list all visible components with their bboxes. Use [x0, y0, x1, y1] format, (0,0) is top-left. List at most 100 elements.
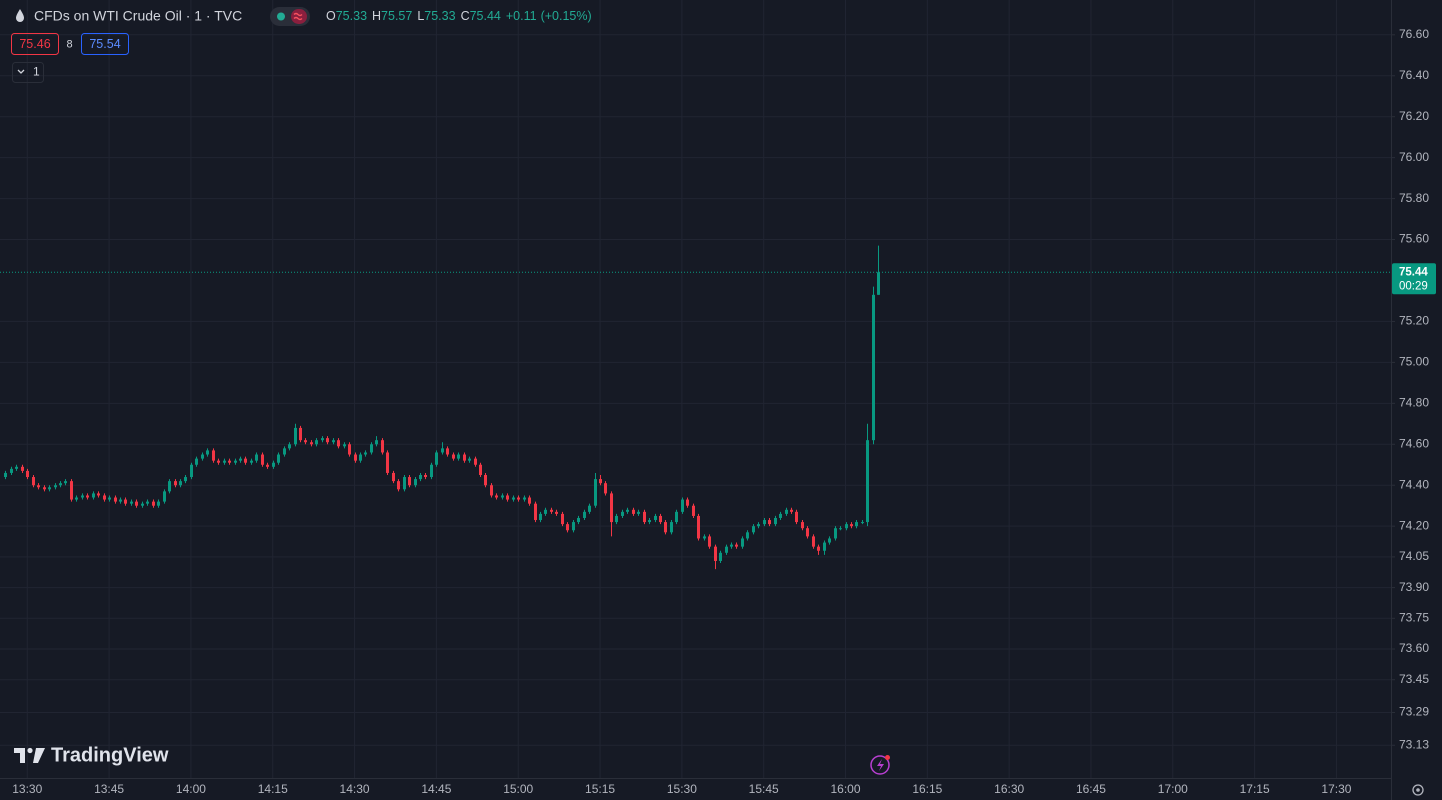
candle-body — [594, 479, 597, 506]
candle-body — [555, 511, 558, 514]
candle-body — [839, 528, 842, 530]
candle-body — [872, 294, 875, 441]
candle-body — [299, 427, 302, 441]
candles — [4, 245, 880, 570]
candle-body — [725, 546, 728, 553]
candle-body — [534, 503, 537, 521]
interval-label: 1 — [33, 65, 40, 79]
x-tick-label: 13:45 — [94, 782, 124, 796]
time-axis: 13:30 13:45 14:00 14:15 14:30 14:45 15:00 15:15… — [12, 782, 1352, 796]
candle-body — [381, 440, 384, 453]
data-delay-glyph — [293, 12, 303, 21]
bid-price: 75.46 — [19, 37, 50, 51]
last-price-label: 75.44 — [1399, 266, 1428, 278]
x-tick-label: 17:30 — [1321, 782, 1351, 796]
candle-body — [484, 474, 487, 486]
candle-body — [664, 522, 667, 533]
candle-body — [528, 497, 531, 504]
candle-body — [184, 477, 187, 482]
y-tick-label: 73.90 — [1399, 580, 1429, 594]
candle-body — [746, 532, 749, 539]
candle-body — [615, 515, 618, 523]
y-tick-label: 74.20 — [1399, 518, 1429, 532]
y-tick-label: 74.05 — [1399, 549, 1429, 563]
overlay: 75.44 00:29 — [0, 263, 1436, 295]
candle-body — [604, 483, 607, 494]
candle-body — [686, 499, 689, 506]
candle-body — [277, 454, 280, 463]
candle-body — [654, 515, 657, 521]
ask-price: 75.54 — [89, 37, 120, 51]
candle-body — [343, 444, 346, 447]
events-icon[interactable] — [870, 755, 890, 775]
candle-body — [359, 454, 362, 461]
candle-body — [430, 464, 433, 478]
candle-body — [457, 454, 460, 459]
candle-body — [163, 491, 166, 502]
candle-body — [752, 526, 755, 533]
candle-body — [195, 458, 198, 465]
y-tick-label: 76.20 — [1399, 109, 1429, 123]
data-delay-icon — [291, 9, 307, 24]
candle-body — [15, 466, 18, 469]
candle-body — [201, 454, 204, 459]
x-tick-label: 14:15 — [258, 782, 288, 796]
candle-body — [223, 460, 226, 463]
grid — [0, 0, 1391, 778]
bid-box[interactable] — [11, 33, 59, 55]
candle-body — [703, 536, 706, 539]
candle-body — [637, 511, 640, 514]
legend-low: 75.33 — [424, 9, 455, 23]
interval-dropdown[interactable] — [12, 62, 44, 83]
candle-body — [610, 493, 613, 523]
candle-body — [75, 497, 78, 500]
candle-body — [670, 522, 673, 533]
candle-body — [86, 495, 89, 498]
ohlc-legend: O75.33 H75.57 L75.33 C75.44 +0.11 (+0.15%) — [326, 9, 592, 23]
y-tick-label: 74.80 — [1399, 396, 1429, 410]
x-tick-label: 16:00 — [830, 782, 860, 796]
candle-body — [108, 497, 111, 500]
candle-body — [114, 497, 117, 502]
candle-body — [517, 497, 520, 500]
candle-body — [441, 448, 444, 453]
legend-high: 75.57 — [381, 9, 412, 23]
events-badge — [885, 755, 890, 760]
candle-body — [790, 509, 793, 512]
candle-body — [48, 487, 51, 490]
candle-body — [812, 536, 815, 547]
candle-body — [124, 499, 127, 504]
candle-body — [59, 483, 62, 486]
candle-body — [239, 458, 242, 461]
brand-name: TradingView — [51, 744, 169, 766]
candle-body — [823, 542, 826, 551]
symbol-icon — [16, 9, 24, 22]
y-tick-label: 73.75 — [1399, 610, 1429, 624]
candle-body — [675, 511, 678, 523]
candle-body — [310, 442, 313, 445]
candle-body — [288, 444, 291, 449]
ask-box[interactable] — [81, 33, 129, 55]
candle-body — [130, 501, 133, 504]
candle-body — [375, 440, 378, 445]
candle-body — [512, 497, 515, 500]
candle-body — [861, 522, 864, 524]
candle-body — [179, 481, 182, 486]
y-tick-label: 76.00 — [1399, 150, 1429, 164]
candle-body — [866, 440, 869, 523]
candle-body — [632, 509, 635, 514]
settings-icon[interactable] — [1412, 784, 1424, 796]
y-tick-label: 75.00 — [1399, 355, 1429, 369]
candle-body — [566, 524, 569, 531]
x-tick-label: 16:45 — [1076, 782, 1106, 796]
candle-body — [730, 544, 733, 547]
candle-body — [774, 517, 777, 525]
candle-body — [757, 524, 760, 527]
candle-body — [561, 513, 564, 525]
candle-body — [643, 511, 646, 523]
x-tick-label: 15:15 — [585, 782, 615, 796]
symbol-title[interactable]: CFDs on WTI Crude Oil · 1 · TVC — [34, 8, 242, 24]
candle-body — [681, 499, 684, 512]
candle-body — [621, 511, 624, 516]
candle-body — [141, 503, 144, 506]
